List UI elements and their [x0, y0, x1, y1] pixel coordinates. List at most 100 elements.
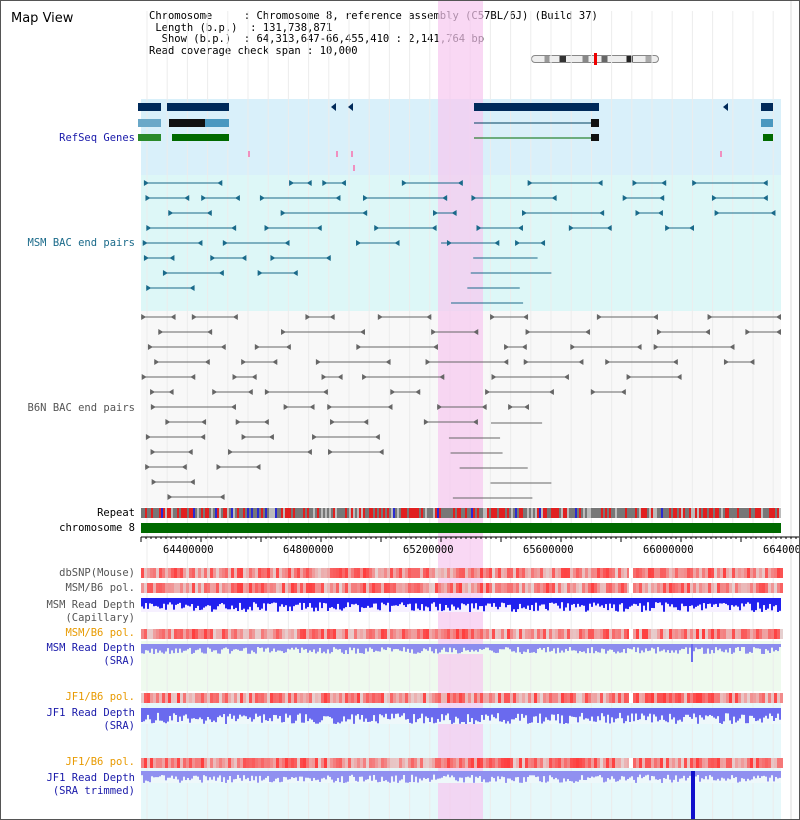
depth-bar	[517, 644, 519, 648]
repeat-segment	[611, 508, 613, 518]
polymorphism-cell	[612, 693, 615, 703]
polymorphism-cell	[681, 758, 684, 768]
repeat-segment	[435, 508, 437, 518]
msm-read-depth-capillary-label[interactable]: MSM Read Depth	[46, 599, 135, 611]
repeat-segment	[347, 508, 349, 518]
depth-bar	[653, 598, 655, 609]
repeat-segment	[733, 508, 735, 518]
bac-pair-end	[540, 240, 546, 246]
depth-bar	[191, 644, 193, 654]
depth-bar	[677, 708, 679, 721]
repeat-segment	[395, 508, 397, 518]
depth-bar	[679, 708, 681, 720]
depth-bar	[641, 644, 643, 651]
polymorphism-cell	[759, 758, 762, 768]
msm-b6-pol-sra-label[interactable]: MSM/B6 pol.	[65, 627, 135, 639]
refseq-genes-label[interactable]: RefSeq Genes	[59, 132, 135, 144]
depth-bar	[381, 708, 383, 716]
depth-bar	[575, 708, 577, 718]
msm-bac-label[interactable]: MSM BAC end pairs	[27, 237, 135, 249]
depth-bar	[661, 598, 663, 606]
bac-pair-end	[305, 314, 311, 320]
depth-bar	[707, 644, 709, 649]
polymorphism-cell	[648, 758, 651, 768]
polymorphism-cell	[327, 568, 330, 578]
polymorphism-cell	[672, 583, 675, 593]
polymorphism-cell	[738, 568, 741, 578]
depth-bar	[743, 644, 745, 648]
repeat-segment	[195, 508, 197, 518]
repeat-segment	[477, 508, 479, 518]
polymorphism-cell	[159, 568, 162, 578]
polymorphism-cell	[654, 583, 657, 593]
repeat-segment	[219, 508, 221, 518]
polymorphism-cell	[351, 629, 354, 639]
depth-bar	[629, 598, 631, 607]
bac-pair-end	[481, 404, 487, 410]
polymorphism-cell	[594, 693, 597, 703]
polymorphism-cell	[567, 693, 570, 703]
repeat-segment	[231, 508, 233, 518]
polymorphism-cell	[555, 568, 558, 578]
bac-pair-end	[187, 449, 193, 455]
depth-bar	[323, 598, 325, 603]
b6n-bac-label[interactable]: B6N BAC end pairs	[27, 402, 135, 414]
depth-bar	[487, 644, 489, 648]
depth-bar	[415, 708, 417, 723]
depth-bar	[301, 771, 303, 777]
depth-bar	[523, 644, 525, 652]
repeat-segment	[665, 508, 667, 518]
repeat-segment	[743, 508, 745, 518]
polymorphism-cell	[585, 693, 588, 703]
depth-bar	[265, 771, 267, 778]
depth-bar	[259, 771, 261, 776]
depth-bar	[553, 644, 555, 649]
refseq-gene	[248, 151, 250, 157]
polymorphism-cell	[471, 693, 474, 703]
polymorphism-cell	[468, 568, 471, 578]
polymorphism-cell	[303, 629, 306, 639]
depth-bar	[329, 708, 331, 717]
bac-pair-end	[590, 389, 596, 395]
bac-pair-end	[316, 225, 322, 231]
polymorphism-cell	[189, 583, 192, 593]
polymorphism-cell	[567, 583, 570, 593]
polymorphism-cell	[195, 758, 198, 768]
depth-bar	[347, 598, 349, 603]
bac-pair-end	[210, 255, 216, 261]
msm-b6-pol-label[interactable]: MSM/B6 pol.	[65, 582, 135, 594]
polymorphism-cell	[153, 629, 156, 639]
polymorphism-cell	[537, 693, 540, 703]
depth-bar	[309, 771, 311, 779]
msm-read-depth-sra-label[interactable]: MSM Read Depth	[46, 642, 135, 654]
polymorphism-cell	[249, 568, 252, 578]
bac-pair-end	[284, 240, 290, 246]
polymorphism-cell	[234, 583, 237, 593]
polymorphism-cell	[570, 568, 573, 578]
polymorphism-cell	[462, 758, 465, 768]
depth-bar	[627, 708, 629, 716]
depth-bar	[417, 708, 419, 720]
depth-bar	[577, 771, 579, 782]
depth-bar	[429, 771, 431, 782]
polymorphism-cell	[456, 568, 459, 578]
dbsnp-label[interactable]: dbSNP(Mouse)	[59, 567, 135, 579]
polymorphism-cell	[543, 583, 546, 593]
jf1-b6-pol-trimmed-label[interactable]: JF1/B6 pol.	[65, 756, 135, 768]
polymorphism-cell	[315, 583, 318, 593]
depth-bar	[621, 598, 623, 604]
polymorphism-cell	[690, 583, 693, 593]
jf1-read-depth-trimmed-label[interactable]: JF1 Read Depth	[46, 772, 135, 784]
depth-bar	[303, 644, 305, 650]
depth-bar	[695, 644, 697, 648]
jf1-read-depth-label[interactable]: JF1 Read Depth	[46, 707, 135, 719]
depth-bar	[531, 708, 533, 723]
polymorphism-cell	[666, 629, 669, 639]
depth-bar	[437, 771, 439, 779]
polymorphism-cell	[576, 693, 579, 703]
repeat-segment	[687, 508, 689, 518]
jf1-b6-pol-label[interactable]: JF1/B6 pol.	[65, 691, 135, 703]
depth-bar	[627, 598, 629, 610]
depth-bar	[483, 598, 485, 612]
